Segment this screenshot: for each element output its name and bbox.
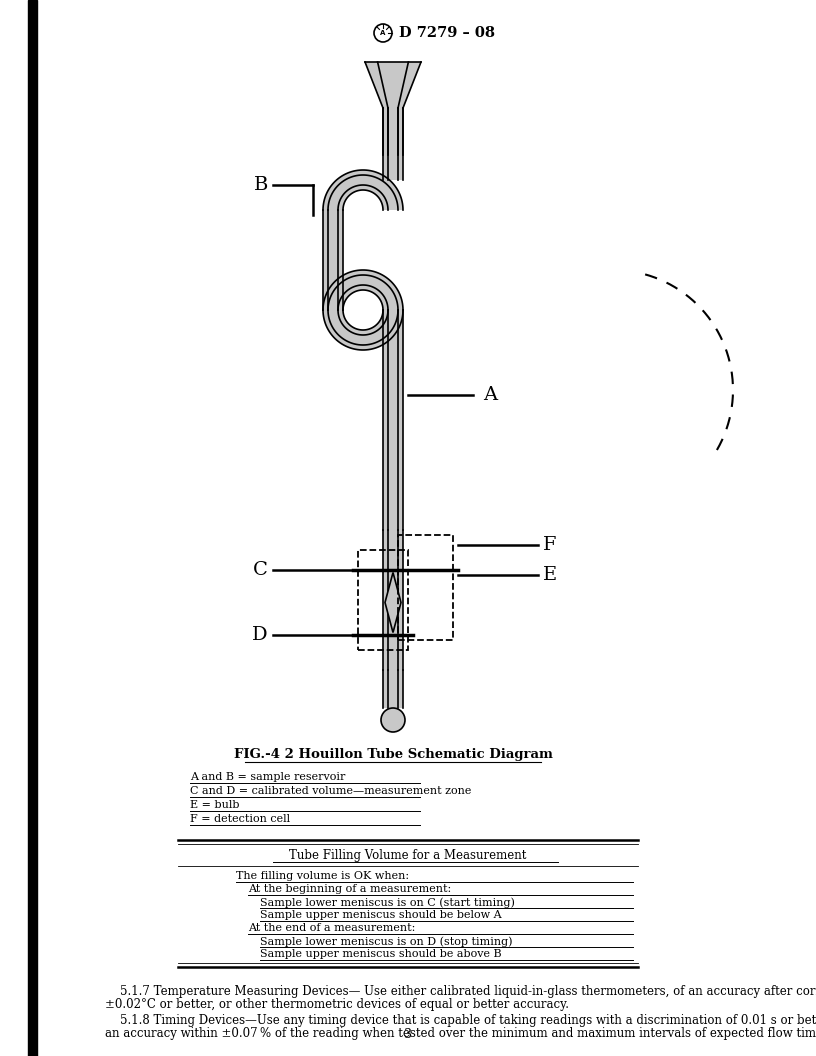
Bar (358, 550, 408, 650)
Polygon shape (323, 270, 403, 310)
Polygon shape (323, 170, 403, 210)
Text: an accuracy within ±0.07 % of the reading when tested over the minimum and maxim: an accuracy within ±0.07 % of the readin… (105, 1027, 816, 1040)
Polygon shape (365, 62, 421, 108)
Text: C and D = calibrated volume—measurement zone: C and D = calibrated volume—measurement … (190, 786, 472, 796)
Text: F: F (543, 536, 557, 554)
Polygon shape (323, 310, 403, 350)
Text: 3: 3 (404, 1029, 412, 1041)
Text: D: D (252, 626, 268, 644)
Bar (383, 670, 403, 708)
Text: A: A (380, 30, 386, 36)
Text: E = bulb: E = bulb (190, 800, 240, 810)
Text: The filling volume is OK when:: The filling volume is OK when: (236, 871, 409, 881)
Text: 5.1.7 Temperature Measuring Devices— Use either calibrated liquid-in-glass therm: 5.1.7 Temperature Measuring Devices— Use… (105, 985, 816, 998)
Text: Sample upper meniscus should be above B: Sample upper meniscus should be above B (260, 949, 502, 959)
Bar (383, 530, 403, 670)
Text: B: B (254, 176, 268, 194)
Text: C: C (253, 561, 268, 579)
Text: 5.1.8 Timing Devices—Use any timing device that is capable of taking readings wi: 5.1.8 Timing Devices—Use any timing devi… (105, 1014, 816, 1027)
Bar (28, 0, 37, 1056)
Polygon shape (385, 572, 401, 633)
Circle shape (381, 708, 405, 732)
Bar (383, 310, 403, 530)
Text: E: E (543, 566, 557, 584)
Bar (398, 535, 453, 640)
Text: Sample lower meniscus is on C (start timing): Sample lower meniscus is on C (start tim… (260, 897, 515, 907)
Text: A: A (483, 386, 497, 404)
Text: ±0.02°C or better, or other thermometric devices of equal or better accuracy.: ±0.02°C or better, or other thermometric… (105, 998, 569, 1011)
Bar (323, 210, 343, 310)
Bar (383, 108, 403, 155)
Text: At the beginning of a measurement:: At the beginning of a measurement: (248, 884, 451, 894)
Text: At the end of a measurement:: At the end of a measurement: (248, 923, 415, 934)
Text: Tube Filling Volume for a Measurement: Tube Filling Volume for a Measurement (290, 849, 526, 862)
Text: D 7279 – 08: D 7279 – 08 (399, 26, 495, 40)
Text: F = detection cell: F = detection cell (190, 814, 290, 824)
Text: Sample upper meniscus should be below A: Sample upper meniscus should be below A (260, 910, 502, 920)
Text: FIG.-4 2 Houillon Tube Schematic Diagram: FIG.-4 2 Houillon Tube Schematic Diagram (233, 748, 552, 761)
Text: Sample lower meniscus is on D (stop timing): Sample lower meniscus is on D (stop timi… (260, 936, 512, 946)
Text: A and B = sample reservoir: A and B = sample reservoir (190, 772, 345, 782)
Bar (383, 108, 403, 180)
